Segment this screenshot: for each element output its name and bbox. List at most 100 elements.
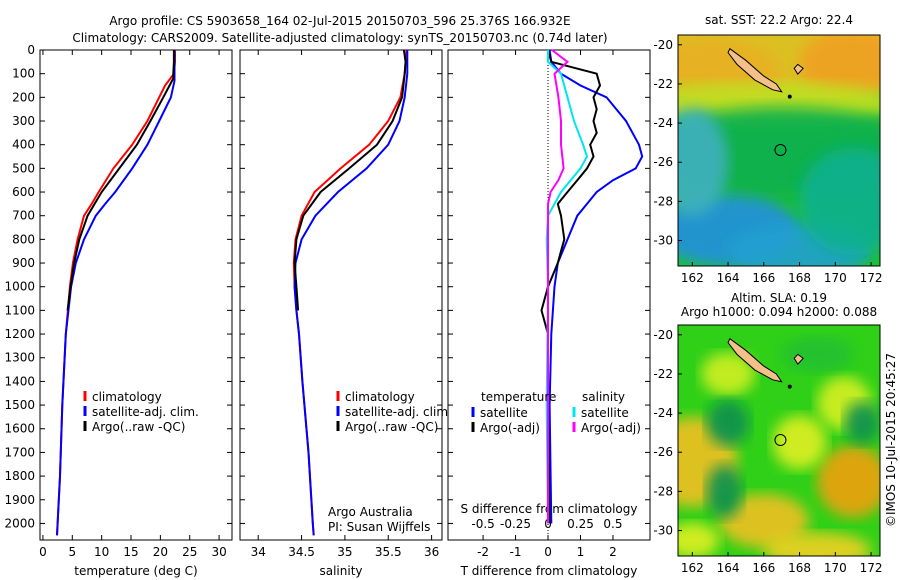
sst-map: 162 164 166 168 170 172 -20 -22 -24 -26 -28 -30 sat.… xyxy=(653,13,883,285)
series-line-argo-raw-qc- xyxy=(293,49,407,311)
legend-label: Argo(-adj) xyxy=(581,421,641,435)
s-tick-label: 0 xyxy=(544,517,552,531)
y-tick-label: 1400 xyxy=(4,374,35,388)
x-tick-label: 0 xyxy=(39,545,47,559)
argo-location-marker xyxy=(774,144,787,157)
series-line-t-argo-adj- xyxy=(540,49,602,524)
map-color-patch xyxy=(844,401,880,445)
title-line-2: Climatology: CARS2009. Satellite-adjuste… xyxy=(72,31,607,45)
sla-map: 162 164 166 168 170 172 -20 -22 -24 -26 -28 -30 Alti… xyxy=(653,291,882,575)
profile-panel-3: -2 -1 0 1 2 T difference from climatology -0.5… xyxy=(447,49,651,578)
y-tick-label: 100 xyxy=(12,67,35,81)
land-loyalty-islands xyxy=(793,353,804,365)
lat-tick-label: -26 xyxy=(653,155,673,169)
legend-label: satellite xyxy=(581,406,629,420)
lat-tick-label: -30 xyxy=(653,524,673,538)
annotation-institution: Argo Australia xyxy=(328,505,413,519)
y-tick-label: 500 xyxy=(12,161,35,175)
s-tick-label: -0.25 xyxy=(500,517,531,531)
lon-tick-label: 164 xyxy=(717,561,740,575)
profile-panel-1: 0 5 10 15 20 25 30 temperature (deg C) 0 100 200 30… xyxy=(4,43,233,578)
legend-label: Argo(..raw -QC) xyxy=(92,420,185,434)
lon-tick-label: 164 xyxy=(717,271,740,285)
x-tick-label: -2 xyxy=(477,545,489,559)
legend-label: satellite-adj. clim. xyxy=(345,405,452,419)
x-tick-label: 0 xyxy=(544,545,552,559)
y-tick-label: 900 xyxy=(12,256,35,270)
y-tick-label: 1200 xyxy=(4,327,35,341)
x-tick-label: 35 xyxy=(337,545,352,559)
map-field xyxy=(678,35,880,266)
legend-label: climatology xyxy=(345,390,415,404)
x-tick-label: 35.5 xyxy=(375,545,402,559)
argo-location-marker xyxy=(774,434,787,447)
land-new-caledonia xyxy=(727,47,783,93)
map-title: sat. SST: 22.2 Argo: 22.4 xyxy=(705,13,853,27)
map-subtitle: Argo h1000: 0.094 h2000: 0.088 xyxy=(681,305,877,319)
map-frame xyxy=(677,34,881,267)
y-tick-label: 300 xyxy=(12,114,35,128)
annotation-pi: PI: Susan Wijffels xyxy=(328,520,430,534)
lon-tick-label: 170 xyxy=(824,561,847,575)
profile-panel-2: 34 34.5 35 35.5 36 salinity climatologysatelli… xyxy=(239,49,452,578)
x-tick-label: -1 xyxy=(510,545,522,559)
map-color-patch xyxy=(772,415,827,470)
y-tick-label: 1700 xyxy=(4,445,35,459)
lat-tick-label: -20 xyxy=(653,328,673,342)
series-line-s-argo-adj- xyxy=(547,49,570,524)
map-field xyxy=(678,325,880,556)
y-tick-label: 0 xyxy=(27,43,35,57)
x-tick-label: 36 xyxy=(424,545,439,559)
map-color-patch xyxy=(817,445,880,518)
lon-tick-label: 168 xyxy=(788,271,811,285)
title-line-1: Argo profile: CS 5903658_164 02-Jul-2015… xyxy=(109,14,570,28)
map-title: Altim. SLA: 0.19 xyxy=(731,291,827,305)
s-tick-label: -0.5 xyxy=(471,517,494,531)
x-tick-label: 5 xyxy=(68,545,76,559)
lat-tick-label: -20 xyxy=(653,38,673,52)
lon-tick-label: 166 xyxy=(752,561,775,575)
s-tick-label: 0.5 xyxy=(603,517,622,531)
map-color-patch xyxy=(718,493,809,548)
land-isle-of-pines xyxy=(787,384,792,389)
land-new-caledonia xyxy=(727,337,783,383)
lat-tick-label: -24 xyxy=(653,116,673,130)
y-tick-label: 1800 xyxy=(4,469,35,483)
x-tick-label: 10 xyxy=(94,545,109,559)
map-color-patch xyxy=(706,399,750,447)
x-tick-label: 34 xyxy=(251,545,266,559)
legend-label: satellite xyxy=(480,406,528,420)
lon-tick-label: 168 xyxy=(788,561,811,575)
x-tick-label: 2 xyxy=(609,545,617,559)
y-tick-label: 1500 xyxy=(4,398,35,412)
lon-tick-label: 162 xyxy=(681,271,704,285)
lat-tick-label: -26 xyxy=(653,445,673,459)
legend-title-salinity: salinity xyxy=(582,390,625,404)
lat-tick-label: -22 xyxy=(653,367,673,381)
lat-tick-label: -28 xyxy=(653,484,673,498)
map-color-patch xyxy=(799,147,880,256)
series-line-t-satellite xyxy=(548,49,644,524)
y-tick-label: 1600 xyxy=(4,422,35,436)
y-tick-label: 200 xyxy=(12,90,35,104)
legend-label: Argo(..raw -QC) xyxy=(345,420,438,434)
x-tick-label: 15 xyxy=(123,545,138,559)
y-tick-label: 1000 xyxy=(4,280,35,294)
lon-tick-label: 172 xyxy=(860,271,883,285)
y-tick-label: 1900 xyxy=(4,493,35,507)
y-tick-label: 1100 xyxy=(4,303,35,317)
series-line-satellite-adj-clim- xyxy=(56,50,176,536)
lon-tick-label: 170 xyxy=(824,271,847,285)
y-tick-label: 600 xyxy=(12,185,35,199)
series-line-argo-raw-qc- xyxy=(66,50,175,311)
x-tick-label: 1 xyxy=(577,545,585,559)
land-loyalty-islands xyxy=(793,63,804,75)
legend-label: climatology xyxy=(92,390,162,404)
legend-label: Argo(-adj) xyxy=(480,421,540,435)
series-line-satellite-adj-clim- xyxy=(293,50,409,536)
x-tick-label: 25 xyxy=(182,545,197,559)
y-tick-label: 1300 xyxy=(4,351,35,365)
lat-tick-label: -24 xyxy=(653,406,673,420)
map-color-patch xyxy=(678,108,729,217)
lat-tick-label: -30 xyxy=(653,234,673,248)
